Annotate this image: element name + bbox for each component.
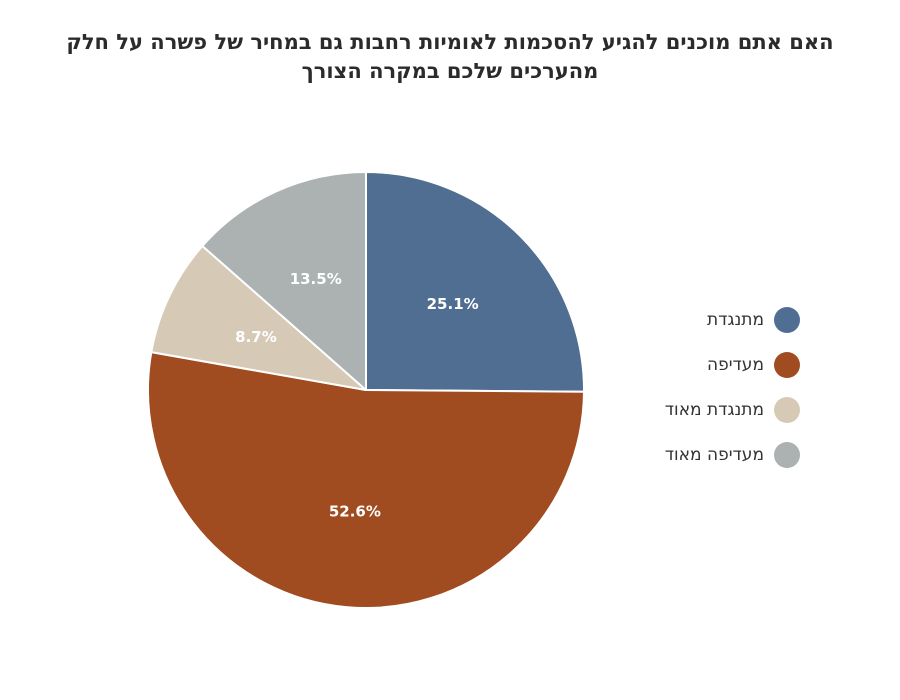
legend-label: מתנגדת: [707, 310, 764, 330]
slice-value-label-3: 8.7%: [235, 328, 277, 346]
slice-value-label-2: 52.6%: [329, 503, 381, 521]
slice-value-label-1: 25.1%: [427, 295, 479, 313]
legend-swatch: [774, 307, 800, 333]
legend-item-4[interactable]: מעדיפה מאוד: [640, 442, 800, 468]
chart-title-line-2: מהערכים שלכם במקרה הצורך: [301, 59, 599, 83]
legend-item-1[interactable]: מתנגדת: [640, 307, 800, 333]
slice-value-label-4: 13.5%: [290, 270, 342, 288]
pie-slice-4[interactable]: [201, 171, 367, 391]
legend-label: מעדיפה: [707, 355, 764, 375]
pie-slice-2[interactable]: [147, 351, 585, 609]
legend-swatch: [774, 352, 800, 378]
chart-title: האם אתם מוכנים להגיע להסכמות לאומיות רחב…: [40, 28, 860, 86]
chart-title-line-1: האם אתם מוכנים להגיע להסכמות לאומיות רחב…: [66, 30, 834, 54]
legend-swatch: [774, 397, 800, 423]
legend-swatch: [774, 442, 800, 468]
legend-label: מעדיפה מאוד: [664, 445, 764, 465]
legend: מתנגדת מעדיפה מתנגדת מאוד מעדיפה מאוד: [640, 307, 800, 487]
legend-item-2[interactable]: מעדיפה: [640, 352, 800, 378]
legend-item-3[interactable]: מתנגדת מאוד: [640, 397, 800, 423]
pie-slice-3[interactable]: [150, 244, 367, 391]
pie-slices: [147, 171, 585, 609]
pie-slice-1[interactable]: [365, 171, 585, 393]
legend-label: מתנגדת מאוד: [664, 400, 764, 420]
pie-labels: 25.1% 52.6% 8.7% 13.5%: [235, 270, 479, 521]
